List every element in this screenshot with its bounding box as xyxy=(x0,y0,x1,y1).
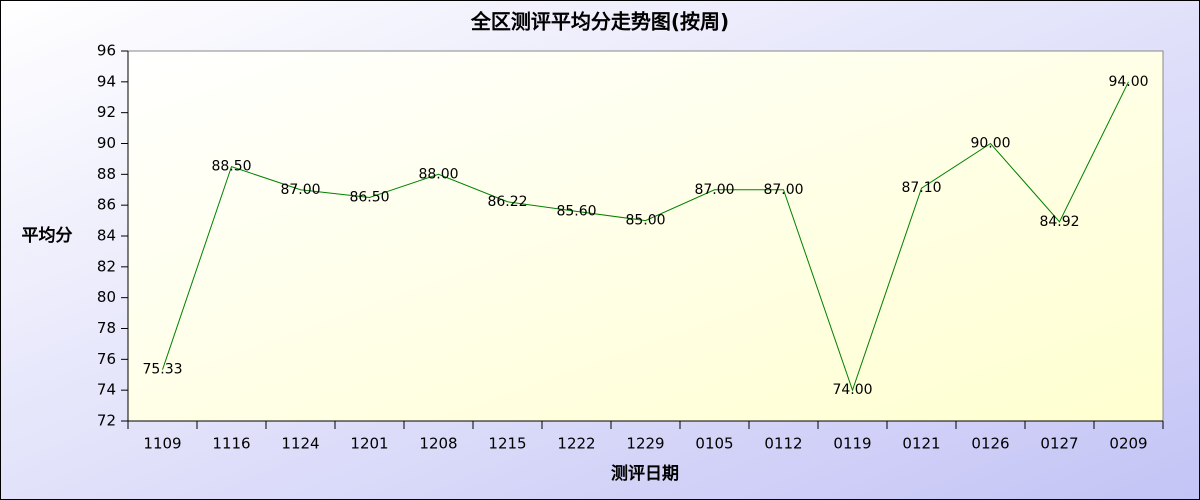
x-tick-label: 1116 xyxy=(212,435,250,453)
x-tick-label: 1201 xyxy=(350,435,388,453)
value-label: 84.92 xyxy=(1039,214,1079,230)
x-tick-label: 1109 xyxy=(143,435,181,453)
x-tick-label: 0105 xyxy=(695,435,733,453)
y-tick-label: 76 xyxy=(97,350,116,368)
y-tick-label: 86 xyxy=(97,196,116,214)
data-line xyxy=(162,81,1129,392)
y-tick-label: 84 xyxy=(97,227,116,245)
value-label: 74.00 xyxy=(832,382,872,398)
y-tick-label: 96 xyxy=(97,42,116,60)
x-tick-label: 1208 xyxy=(419,435,457,453)
x-axis-title: 测评日期 xyxy=(611,463,679,484)
plot-area xyxy=(127,50,1164,422)
x-tick-label: 1124 xyxy=(281,435,319,453)
x-tick-label: 0209 xyxy=(1109,435,1147,453)
x-tick-label: 0121 xyxy=(902,435,940,453)
y-tick-label: 90 xyxy=(97,134,116,152)
value-label: 85.60 xyxy=(556,203,596,219)
y-tick-label: 78 xyxy=(97,319,116,337)
y-tick-label: 72 xyxy=(97,412,116,430)
y-tick-label: 88 xyxy=(97,165,116,183)
x-tick-label: 0112 xyxy=(764,435,802,453)
y-tick-label: 80 xyxy=(97,288,116,306)
value-label: 88.50 xyxy=(211,159,251,175)
value-label: 85.00 xyxy=(625,213,665,229)
y-tick-label: 74 xyxy=(97,381,116,399)
x-tick-label: 1229 xyxy=(626,435,664,453)
y-tick-label: 94 xyxy=(97,72,116,90)
value-label: 86.22 xyxy=(487,194,527,210)
value-label: 86.50 xyxy=(349,189,389,205)
value-label: 87.00 xyxy=(694,182,734,198)
y-tick-label: 82 xyxy=(97,257,116,275)
x-tick-label: 0126 xyxy=(971,435,1009,453)
chart-title: 全区测评平均分走势图(按周) xyxy=(470,10,729,34)
value-label: 88.00 xyxy=(418,166,458,182)
x-tick-label: 0127 xyxy=(1040,435,1078,453)
value-label: 87.00 xyxy=(280,182,320,198)
value-label: 94.00 xyxy=(1108,74,1148,90)
y-axis-title: 平均分 xyxy=(22,225,73,246)
x-tick-label: 0119 xyxy=(833,435,871,453)
value-label: 87.00 xyxy=(763,182,803,198)
value-label: 87.10 xyxy=(901,180,941,196)
y-tick-label: 92 xyxy=(97,103,116,121)
x-tick-label: 1215 xyxy=(488,435,526,453)
value-label: 90.00 xyxy=(970,136,1010,152)
x-tick-label: 1222 xyxy=(557,435,595,453)
value-label: 75.33 xyxy=(142,362,182,378)
